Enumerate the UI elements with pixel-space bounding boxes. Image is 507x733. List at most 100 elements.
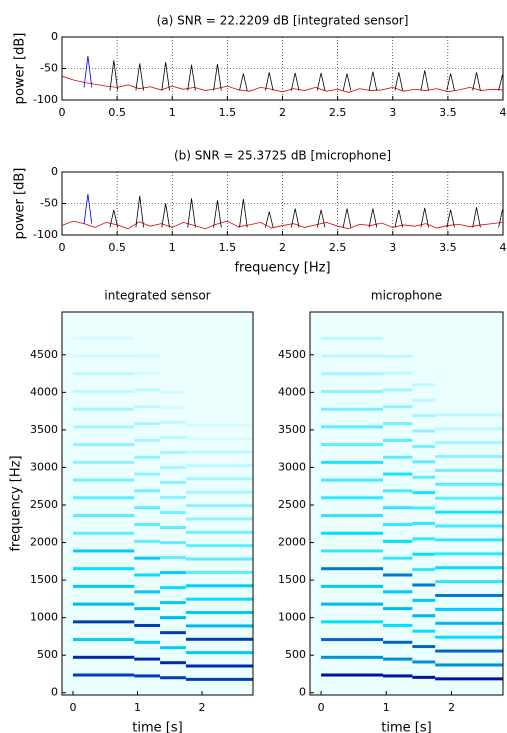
- harmonic-band: [160, 465, 186, 469]
- x-axis-label: time [s]: [132, 721, 182, 733]
- harmonic-band: [321, 389, 384, 393]
- harmonic-band: [134, 539, 161, 543]
- harmonic-band: [435, 468, 503, 472]
- harmonic-band: [321, 372, 384, 376]
- x-tick-label: 4: [500, 241, 507, 254]
- harmonic-band: [72, 531, 135, 535]
- y-tick-label: 500: [285, 648, 306, 661]
- y-tick-label: 0: [299, 686, 306, 699]
- harmonic-band: [412, 491, 436, 495]
- y-tick-label: 3000: [278, 460, 306, 473]
- harmonic-band: [383, 573, 413, 577]
- harmonic-band: [160, 571, 186, 575]
- harmonic-band: [185, 423, 253, 427]
- harmonic-band: [72, 425, 135, 429]
- harmonic-band: [185, 677, 253, 681]
- y-axis-label: power [dB]: [13, 168, 28, 240]
- harmonic-band: [412, 398, 436, 402]
- harmonic-band: [435, 482, 503, 486]
- harmonic-band: [383, 674, 413, 678]
- x-axis-label: frequency [Hz]: [234, 261, 330, 276]
- harmonic-band: [412, 552, 436, 556]
- x-tick-label: 3: [389, 106, 396, 119]
- harmonic-band: [412, 414, 436, 418]
- y-tick-label: 4000: [278, 385, 306, 398]
- x-tick-label: 1: [383, 701, 390, 714]
- data-line: [83, 55, 93, 88]
- harmonic-band: [435, 649, 503, 653]
- harmonic-band: [435, 413, 503, 417]
- harmonic-band: [412, 645, 436, 649]
- harmonic-band: [160, 390, 186, 394]
- harmonic-band: [435, 510, 503, 514]
- harmonic-band: [185, 464, 253, 468]
- x-tick-label: 0: [59, 106, 66, 119]
- harmonic-band: [160, 616, 186, 620]
- harmonic-band: [160, 435, 186, 439]
- harmonic-band: [134, 674, 161, 678]
- chart-title: microphone: [371, 289, 442, 303]
- harmonic-band: [321, 549, 384, 553]
- y-tick-label: 4000: [30, 385, 58, 398]
- y-tick-label: 0: [51, 686, 58, 699]
- harmonic-band: [412, 583, 436, 587]
- harmonic-band: [185, 477, 253, 481]
- data-line: [109, 60, 503, 91]
- x-tick-label: 2: [279, 106, 286, 119]
- harmonic-band: [160, 631, 186, 635]
- harmonic-band: [383, 539, 413, 543]
- y-tick-label: 2000: [278, 536, 306, 549]
- harmonic-band: [383, 371, 413, 375]
- harmonic-band: [160, 495, 186, 499]
- harmonic-band: [383, 472, 413, 476]
- harmonic-band: [160, 661, 186, 665]
- y-tick-label: -100: [33, 93, 58, 106]
- data-line: [83, 193, 93, 224]
- harmonic-band: [435, 455, 503, 459]
- harmonic-band: [160, 511, 186, 515]
- harmonic-band: [185, 450, 253, 454]
- y-tick-label: 1000: [30, 611, 58, 624]
- harmonic-band: [435, 663, 503, 667]
- harmonic-band: [72, 443, 135, 447]
- x-tick-label: 4: [500, 106, 507, 119]
- harmonic-band: [435, 621, 503, 625]
- harmonic-band: [134, 657, 161, 661]
- harmonic-band: [412, 383, 436, 387]
- harmonic-band: [412, 506, 436, 510]
- harmonic-band: [185, 490, 253, 494]
- harmonic-band: [72, 620, 135, 624]
- harmonic-band: [72, 567, 135, 571]
- harmonic-band: [321, 425, 384, 429]
- harmonic-band: [72, 549, 135, 553]
- harmonic-band: [134, 640, 161, 644]
- harmonic-band: [321, 584, 384, 588]
- y-tick-label: -50: [40, 197, 58, 210]
- x-tick-label: 2: [448, 701, 455, 714]
- harmonic-band: [134, 371, 161, 375]
- harmonic-band: [134, 607, 161, 611]
- harmonic-band: [72, 389, 135, 393]
- harmonic-band: [412, 675, 436, 679]
- harmonic-band: [185, 570, 253, 574]
- y-tick-label: 500: [37, 648, 58, 661]
- y-tick-label: 3000: [30, 460, 58, 473]
- harmonic-band: [134, 422, 161, 426]
- harmonic-band: [412, 568, 436, 572]
- x-tick-label: 1.5: [219, 241, 237, 254]
- plot-background: [310, 312, 503, 695]
- harmonic-band: [435, 427, 503, 431]
- harmonic-band: [383, 623, 413, 627]
- harmonic-band: [321, 496, 384, 500]
- x-tick-label: 2.5: [329, 241, 347, 254]
- y-tick-label: 0: [51, 30, 58, 43]
- y-tick-label: -50: [40, 62, 58, 75]
- harmonic-band: [412, 429, 436, 433]
- harmonic-band: [321, 407, 384, 411]
- harmonic-band: [185, 530, 253, 534]
- harmonic-band: [321, 602, 384, 606]
- x-tick-label: 0: [59, 241, 66, 254]
- x-tick-label: 1: [169, 241, 176, 254]
- x-tick-label: 0.5: [108, 106, 126, 119]
- y-tick-label: 1500: [30, 573, 58, 586]
